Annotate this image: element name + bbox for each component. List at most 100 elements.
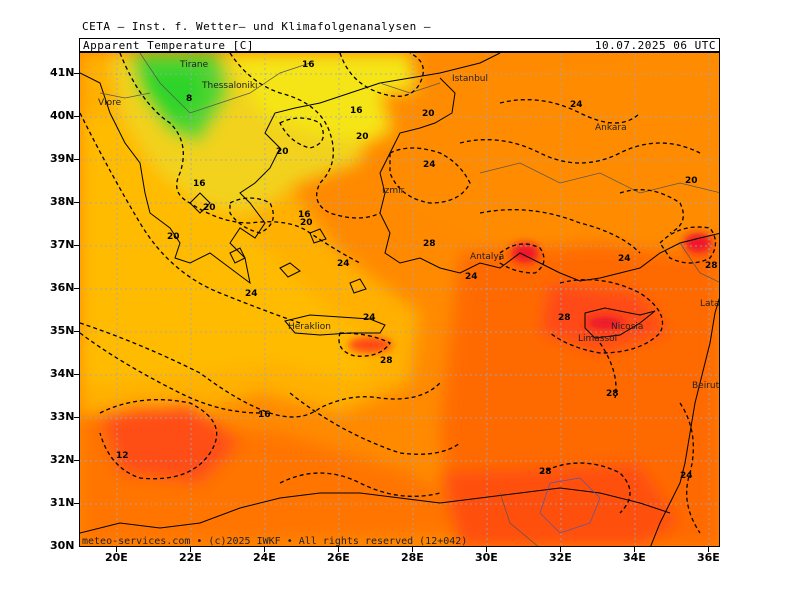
city-label: Heraklion — [288, 322, 331, 332]
lon-label: 22E — [179, 551, 202, 564]
contour-label: 24 — [680, 471, 693, 481]
contour-label: 28 — [423, 239, 436, 249]
lat-label: 33N — [50, 410, 75, 423]
lon-tick — [116, 547, 117, 552]
lon-label: 36E — [697, 551, 720, 564]
contour-label: 24 — [337, 259, 350, 269]
lat-tick — [74, 374, 80, 375]
field-red-spot-3 — [587, 317, 623, 329]
contour-label: 16 — [350, 106, 363, 116]
lon-label: 30E — [475, 551, 498, 564]
contour-label: 24 — [570, 100, 583, 110]
contour-label: 16 — [193, 179, 206, 189]
city-label: Izmir — [382, 186, 405, 196]
lat-label: 32N — [50, 453, 75, 466]
cyprus-outline — [584, 307, 656, 339]
lon-tick — [634, 547, 635, 552]
valid-time: 10.07.2025 06 UTC — [594, 39, 716, 52]
contour-label: 20 — [203, 203, 216, 213]
lon-label: 20E — [105, 551, 128, 564]
lon-tick — [708, 547, 709, 552]
crete-outline — [284, 314, 386, 336]
lat-label: 34N — [50, 367, 75, 380]
city-label: Antalya — [470, 252, 504, 262]
borders — [99, 53, 719, 546]
lat-label: 38N — [50, 195, 75, 208]
city-label: Thessaloniki — [201, 81, 258, 91]
lat-label: 40N — [50, 109, 75, 122]
contour-label: 24 — [363, 313, 376, 323]
contour-label: 24 — [245, 289, 258, 299]
lat-label: 41N — [50, 66, 75, 79]
lat-tick — [74, 202, 80, 203]
field-west-inner — [80, 113, 380, 383]
lat-tick — [74, 159, 80, 160]
contour-label: 20 — [276, 147, 289, 157]
contour-label: 16 — [302, 60, 315, 70]
lat-label: 37N — [50, 238, 75, 251]
lon-tick — [560, 547, 561, 552]
map-title: Apparent Temperature [C] — [83, 39, 254, 52]
contour-label: 28 — [705, 261, 718, 271]
contour-label: 24 — [465, 272, 478, 282]
lat-label: 31N — [50, 496, 75, 509]
contour-label: 20 — [685, 176, 698, 186]
city-label: Istanbul — [452, 74, 488, 84]
coastlines — [80, 53, 719, 546]
contour-label: 28 — [606, 389, 619, 399]
field-south-red — [100, 403, 240, 483]
lon-tick — [486, 547, 487, 552]
contour-label: 12 — [116, 451, 129, 461]
lon-tick — [412, 547, 413, 552]
contour-label: 28 — [380, 356, 393, 366]
contour-label: 20 — [422, 109, 435, 119]
lat-label: 36N — [50, 281, 75, 294]
isolines — [80, 53, 717, 534]
lon-label: 28E — [401, 551, 424, 564]
field-egypt-red — [440, 463, 680, 546]
contour-label: 28 — [539, 467, 552, 477]
lon-tick — [190, 547, 191, 552]
city-label: Ankara — [595, 123, 627, 133]
lat-label: 39N — [50, 152, 75, 165]
contour-label: 28 — [558, 313, 571, 323]
lat-tick — [74, 417, 80, 418]
header-source-line: CETA — Inst. f. Wetter— und Klimafolgena… — [82, 20, 432, 33]
contour-label: 20 — [167, 232, 180, 242]
city-label: Beirut — [692, 381, 720, 391]
lon-label: 24E — [253, 551, 276, 564]
field-red-spot-1 — [511, 243, 539, 263]
lat-tick — [74, 116, 80, 117]
contour-label: 24 — [423, 160, 436, 170]
contour-label: 20 — [356, 132, 369, 142]
field-yellow-north — [230, 53, 420, 143]
lat-tick — [74, 460, 80, 461]
contour-label: 16 — [258, 410, 271, 420]
city-label: Vlore — [98, 98, 122, 108]
lat-tick — [74, 503, 80, 504]
lon-label: 32E — [549, 551, 572, 564]
contour-label: 8 — [186, 94, 192, 104]
lat-tick — [74, 245, 80, 246]
lat-tick — [74, 288, 80, 289]
contour-labels: 16 16 16 16 20 20 20 20 20 20 20 24 24 2… — [116, 60, 718, 481]
graticule — [80, 53, 719, 546]
title-bar: Apparent Temperature [C] 10.07.2025 06 U… — [79, 38, 720, 52]
city-label: Limassol — [578, 334, 617, 344]
lat-tick — [74, 73, 80, 74]
lon-label: 26E — [327, 551, 350, 564]
city-label: Tirane — [179, 60, 209, 70]
lat-label: 30N — [50, 539, 75, 552]
lat-tick — [74, 331, 80, 332]
city-label: Nicosia — [611, 322, 643, 332]
contour-label: 20 — [300, 218, 313, 228]
copyright-notice: meteo-services.com • (c)2025 IWKF • All … — [82, 536, 468, 547]
lon-label: 34E — [623, 551, 646, 564]
contour-label: 24 — [618, 254, 631, 264]
lat-label: 35N — [50, 324, 75, 337]
field-red-spot-2 — [684, 233, 712, 253]
lon-tick — [264, 547, 265, 552]
field-red-spot-4 — [348, 337, 392, 353]
temperature-map: 16 16 16 16 20 20 20 20 20 20 20 24 24 2… — [79, 52, 720, 547]
city-label: Latakia — [700, 299, 720, 309]
